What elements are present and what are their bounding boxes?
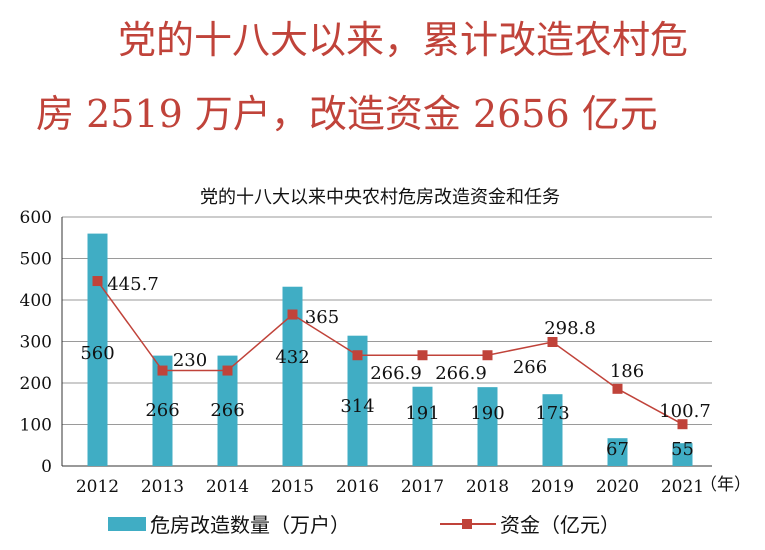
x-tick-label: 2012 bbox=[76, 477, 119, 497]
line-data-label: 298.8 bbox=[544, 318, 596, 339]
line-point bbox=[92, 276, 103, 287]
bar-data-label: 432 bbox=[275, 347, 309, 368]
y-tick-label: 0 bbox=[41, 457, 52, 477]
x-axis-unit: （年） bbox=[700, 475, 751, 495]
bar bbox=[542, 394, 563, 466]
bar-data-label: 173 bbox=[535, 403, 569, 424]
x-tick-label: 2013 bbox=[141, 477, 184, 497]
line-data-label: 100.7 bbox=[659, 401, 711, 422]
bar-data-label: 314 bbox=[340, 396, 374, 417]
legend-item-line-series: 资金（亿元） bbox=[440, 509, 620, 538]
x-tick-label: 2016 bbox=[336, 477, 379, 497]
bar-data-label: 67 bbox=[606, 439, 629, 460]
line-point bbox=[287, 309, 298, 320]
bar-data-label: 266 bbox=[145, 400, 179, 421]
bar bbox=[607, 438, 628, 466]
chart-legend: 危房改造数量（万户） 资金（亿元） bbox=[0, 503, 765, 543]
chart: 党的十八大以来中央农村危房改造资金和任务 0 100 200 300 400 500 600 2… bbox=[20, 187, 751, 497]
bar bbox=[282, 286, 303, 466]
x-tick-label: 2018 bbox=[466, 477, 509, 497]
bar-data-label: 191 bbox=[405, 403, 439, 424]
bar bbox=[477, 387, 498, 466]
line-point bbox=[677, 419, 688, 430]
x-tick-label: 2017 bbox=[401, 477, 444, 497]
y-tick-label: 500 bbox=[20, 250, 52, 270]
x-tick-label: 2014 bbox=[206, 477, 249, 497]
line-series bbox=[96, 280, 683, 425]
legend-bar-swatch bbox=[108, 516, 146, 531]
line-data-label: 266.9 bbox=[370, 363, 422, 384]
bar bbox=[412, 386, 433, 466]
bar bbox=[672, 443, 693, 466]
x-tick-label: 2021 bbox=[661, 477, 704, 497]
line-point bbox=[352, 350, 363, 361]
y-tick-label: 100 bbox=[20, 416, 52, 436]
line-data-label: 186 bbox=[610, 361, 644, 382]
line-data-label: 266.9 bbox=[435, 363, 487, 384]
x-tick-label: 2015 bbox=[271, 477, 314, 497]
legend-item-bar-series: 危房改造数量（万户） bbox=[108, 509, 350, 538]
line-data-label: 445.7 bbox=[107, 274, 159, 295]
line-point bbox=[157, 365, 168, 376]
line-point bbox=[547, 336, 558, 347]
bar-data-label: 560 bbox=[80, 343, 114, 364]
y-tick-label: 300 bbox=[20, 333, 52, 353]
y-tick-label: 400 bbox=[20, 291, 52, 311]
bar bbox=[347, 335, 368, 466]
bar-data-label: 266 bbox=[210, 400, 244, 421]
x-tick-label: 2019 bbox=[531, 477, 574, 497]
legend-bar-label: 危房改造数量（万户） bbox=[150, 513, 350, 537]
line-data-label: 266 bbox=[513, 357, 547, 378]
bar bbox=[152, 355, 173, 466]
line-point bbox=[417, 350, 428, 361]
bar-data-label: 190 bbox=[470, 403, 504, 424]
line-data-label: 365 bbox=[305, 307, 339, 328]
line-data-label: 230 bbox=[173, 350, 207, 371]
y-tick-label: 600 bbox=[20, 208, 52, 228]
line-point bbox=[222, 365, 233, 376]
headline-line-2: 房 2519 万户，改造资金 2656 亿元 bbox=[36, 92, 658, 136]
x-tick-label: 2020 bbox=[596, 477, 639, 497]
headline-line-1: 党的十八大以来，累计改造农村危 bbox=[118, 18, 689, 62]
legend-line-swatch bbox=[440, 517, 496, 531]
y-tick-label: 200 bbox=[20, 374, 52, 394]
chart-title: 党的十八大以来中央农村危房改造资金和任务 bbox=[200, 187, 560, 208]
line-point bbox=[612, 383, 623, 394]
line-point bbox=[482, 350, 493, 361]
legend-line-label: 资金（亿元） bbox=[500, 513, 620, 537]
bar bbox=[217, 355, 238, 466]
bar-data-label: 55 bbox=[671, 439, 694, 460]
bar bbox=[87, 233, 108, 466]
